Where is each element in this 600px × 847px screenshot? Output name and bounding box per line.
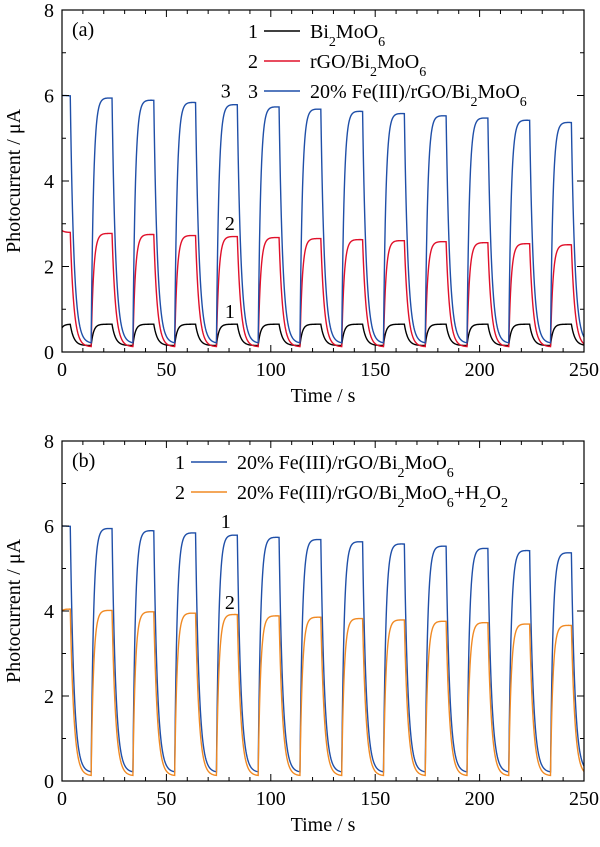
y-tick-label: 0 bbox=[44, 771, 54, 793]
x-tick-label: 150 bbox=[360, 788, 390, 810]
y-tick-label: 6 bbox=[44, 86, 54, 108]
x-tick-label: 100 bbox=[256, 788, 286, 810]
y-tick-label: 0 bbox=[44, 342, 54, 364]
x-tick-label: 50 bbox=[156, 788, 176, 810]
y-tick-label: 4 bbox=[44, 171, 54, 193]
curve-label: 1 bbox=[221, 511, 231, 533]
curve-label: 1 bbox=[225, 301, 235, 323]
panel-a: 0 50 100 150 200 250 0 2 4 6 8 Time / s Photocurrent… bbox=[3, 0, 599, 407]
y-tick-label: 2 bbox=[44, 686, 54, 708]
y-tick-label: 4 bbox=[44, 601, 54, 623]
y-tick-label: 8 bbox=[44, 431, 54, 453]
x-tick-label: 100 bbox=[256, 359, 286, 381]
legend-entry: rGO/Bi2MoO6 bbox=[310, 51, 426, 80]
series-line-2 bbox=[61, 608, 585, 777]
y-axis-label: Photocurrent / μA bbox=[3, 538, 25, 683]
legend-number: 1 bbox=[175, 452, 185, 474]
y-tick-label: 6 bbox=[44, 516, 54, 538]
curve-label: 2 bbox=[225, 213, 235, 235]
x-tick-label: 250 bbox=[569, 359, 599, 381]
legend-number: 2 bbox=[175, 482, 185, 504]
x-tick-label: 200 bbox=[465, 788, 495, 810]
x-tick-label: 0 bbox=[57, 359, 67, 381]
legend-number: 1 bbox=[248, 21, 258, 43]
legend-number: 2 bbox=[248, 51, 258, 73]
x-tick-label: 250 bbox=[569, 788, 599, 810]
panel-b: 0 50 100 150 200 250 0 2 4 6 8 Time / s Photocurrent… bbox=[3, 431, 599, 836]
x-axis-label: Time / s bbox=[291, 385, 356, 407]
curve-label: 2 bbox=[225, 592, 235, 614]
x-tick-label: 0 bbox=[57, 788, 67, 810]
x-tick-label: 50 bbox=[156, 359, 176, 381]
y-tick-label: 2 bbox=[44, 257, 54, 279]
y-tick-label: 8 bbox=[44, 0, 54, 22]
legend: 1 20% Fe(III)/rGO/Bi2MoO6 2 20% Fe(III)/rGO… bbox=[175, 452, 508, 511]
curve-label: 3 bbox=[221, 81, 231, 103]
legend-number: 3 bbox=[248, 81, 258, 103]
series-line-2 bbox=[61, 229, 585, 348]
legend: 1 Bi2MoO6 2 rGO/Bi2MoO6 3 20% Fe(III)/rGO/Bi2… bbox=[248, 21, 527, 110]
series-line-1 bbox=[62, 525, 585, 773]
legend-entry: Bi2MoO6 bbox=[310, 21, 385, 50]
panel-label: (b) bbox=[72, 450, 95, 472]
x-tick-label: 200 bbox=[465, 359, 495, 381]
x-tick-label: 150 bbox=[360, 359, 390, 381]
series-line-1 bbox=[61, 323, 585, 347]
y-axis-label: Photocurrent / μA bbox=[3, 108, 25, 253]
series-line-3 bbox=[62, 94, 585, 344]
legend-entry: 20% Fe(III)/rGO/Bi2MoO6 bbox=[237, 452, 454, 481]
panel-label: (a) bbox=[72, 19, 94, 41]
legend-entry: 20% Fe(III)/rGO/Bi2MoO6 bbox=[310, 81, 527, 110]
x-axis-label: Time / s bbox=[291, 814, 356, 836]
legend-entry: 20% Fe(III)/rGO/Bi2MoO6+H2O2 bbox=[237, 482, 508, 511]
